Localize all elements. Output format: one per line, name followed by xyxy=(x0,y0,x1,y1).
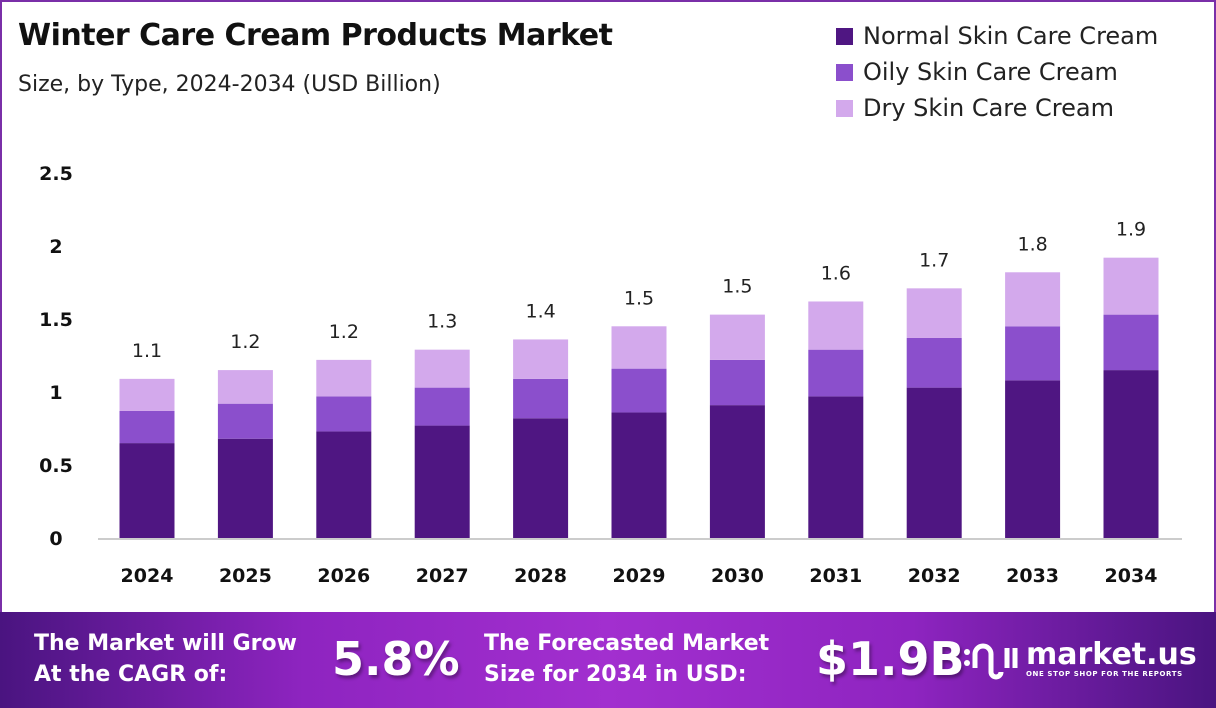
bar-segment-dry-skin-care-cream xyxy=(1005,272,1061,327)
bar-segment-normal-skin-care-cream xyxy=(414,425,470,538)
x-tick-label: 2033 xyxy=(1006,565,1059,587)
bar-segment-dry-skin-care-cream xyxy=(217,370,273,404)
forecast-label: The Forecasted Market Size for 2034 in U… xyxy=(484,628,769,690)
forecast-value: $1.9B xyxy=(816,632,965,686)
bar-segment-dry-skin-care-cream xyxy=(611,326,667,369)
cagr-label: The Market will Grow At the CAGR of: xyxy=(34,628,297,690)
logo-icon xyxy=(964,643,1018,680)
x-tick-label: 2032 xyxy=(908,565,961,587)
bar-segment-oily-skin-care-cream xyxy=(1005,326,1061,381)
bar-segment-oily-skin-care-cream xyxy=(1103,314,1159,371)
cagr-value: 5.8% xyxy=(332,632,460,686)
bar-segment-oily-skin-care-cream xyxy=(513,378,569,419)
bar-segment-dry-skin-care-cream xyxy=(316,359,372,397)
y-tick-label: 0.5 xyxy=(39,455,73,477)
y-tick-label: 1.5 xyxy=(39,309,73,331)
legend-swatch xyxy=(836,63,853,81)
bar-segment-normal-skin-care-cream xyxy=(316,431,372,538)
x-tick-label: 2028 xyxy=(514,565,567,587)
legend-label: Normal Skin Care Cream xyxy=(863,22,1159,50)
bar-total-label: 1.6 xyxy=(821,262,851,284)
bar-segment-oily-skin-care-cream xyxy=(709,359,765,406)
bar-total-label: 1.4 xyxy=(525,300,555,322)
bar-segment-normal-skin-care-cream xyxy=(119,443,175,538)
market-us-logo: market.us ONE STOP SHOP FOR THE REPORTS xyxy=(962,638,1197,680)
bar-segment-oily-skin-care-cream xyxy=(906,337,962,388)
chart-subtitle: Size, by Type, 2024-2034 (USD Billion) xyxy=(18,72,441,97)
bar-total-label: 1.5 xyxy=(722,276,752,298)
bar-segment-normal-skin-care-cream xyxy=(1103,370,1159,538)
legend-label: Oily Skin Care Cream xyxy=(863,58,1118,86)
bar-segment-dry-skin-care-cream xyxy=(414,349,470,388)
bar-total-label: 1.9 xyxy=(1116,219,1146,241)
legend-swatch xyxy=(836,27,853,45)
bar-segment-dry-skin-care-cream xyxy=(709,314,765,360)
bar-segment-normal-skin-care-cream xyxy=(709,405,765,538)
logo-tagline: ONE STOP SHOP FOR THE REPORTS xyxy=(1026,670,1183,678)
bar-total-label: 1.2 xyxy=(230,331,260,353)
bar-segment-normal-skin-care-cream xyxy=(1005,380,1061,538)
x-tick-label: 2025 xyxy=(219,565,272,587)
x-tick-label: 2030 xyxy=(711,565,764,587)
y-tick-label: 2 xyxy=(49,236,62,258)
chart-title: Winter Care Cream Products Market xyxy=(18,18,613,53)
bar-segment-oily-skin-care-cream xyxy=(414,387,470,426)
bar-segment-dry-skin-care-cream xyxy=(1103,257,1159,315)
summary-banner: The Market will Grow At the CAGR of: 5.8… xyxy=(0,612,1216,708)
bar-segment-oily-skin-care-cream xyxy=(217,403,273,439)
chart-plot: 0 0.5 1 1.5 2 2.5 1.1 2024 1.2 2025 1.2 2026 1.3 2027… xyxy=(39,163,1182,587)
y-tick-label: 2.5 xyxy=(39,163,73,185)
legend-item-dry: Dry Skin Care Cream xyxy=(836,90,1158,126)
bar-total-label: 1.1 xyxy=(132,340,162,362)
bar-segment-oily-skin-care-cream xyxy=(316,396,372,432)
legend: Normal Skin Care Cream Oily Skin Care Cr… xyxy=(836,18,1158,126)
bar-total-label: 1.5 xyxy=(624,287,654,309)
y-tick-label: 1 xyxy=(49,382,62,404)
bar-total-label: 1.8 xyxy=(1017,233,1047,255)
legend-item-oily: Oily Skin Care Cream xyxy=(836,54,1158,90)
bar-segment-dry-skin-care-cream xyxy=(906,288,962,338)
legend-item-normal: Normal Skin Care Cream xyxy=(836,18,1158,54)
x-tick-label: 2034 xyxy=(1105,565,1158,587)
forecast-label-line-2: Size for 2034 in USD: xyxy=(484,662,747,687)
bar-total-label: 1.3 xyxy=(427,311,457,333)
x-tick-label: 2031 xyxy=(809,565,862,587)
forecast-label-line-1: The Forecasted Market xyxy=(484,631,770,656)
bar-total-label: 1.2 xyxy=(329,321,359,343)
legend-label: Dry Skin Care Cream xyxy=(863,94,1114,122)
x-tick-label: 2029 xyxy=(613,565,666,587)
bar-segment-oily-skin-care-cream xyxy=(808,349,864,397)
cagr-label-line-1: The Market will Grow xyxy=(34,631,297,656)
y-tick-label: 0 xyxy=(49,528,62,550)
bar-segment-dry-skin-care-cream xyxy=(808,301,864,350)
bar-segment-dry-skin-care-cream xyxy=(513,339,569,379)
x-tick-label: 2026 xyxy=(317,565,370,587)
x-tick-label: 2024 xyxy=(121,565,174,587)
logo-name: market.us xyxy=(1026,637,1197,672)
x-tick-label: 2027 xyxy=(416,565,469,587)
bar-segment-normal-skin-care-cream xyxy=(808,396,864,538)
bar-segment-oily-skin-care-cream xyxy=(611,368,667,413)
bar-total-label: 1.7 xyxy=(919,249,949,271)
cagr-label-line-2: At the CAGR of: xyxy=(34,662,228,687)
bar-segment-normal-skin-care-cream xyxy=(217,438,273,538)
bar-segment-normal-skin-care-cream xyxy=(906,387,962,538)
bar-segment-normal-skin-care-cream xyxy=(513,418,569,538)
bar-segment-normal-skin-care-cream xyxy=(611,412,667,538)
bar-segment-oily-skin-care-cream xyxy=(119,410,175,444)
bar-segment-dry-skin-care-cream xyxy=(119,378,175,411)
legend-swatch xyxy=(836,99,853,117)
